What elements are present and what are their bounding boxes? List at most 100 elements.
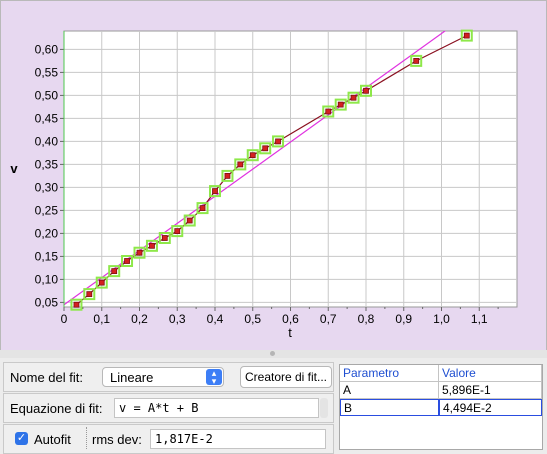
- tick-label-x: 0,9: [395, 312, 412, 326]
- table-cell-value[interactable]: 4,494E-2: [439, 399, 542, 416]
- data-point: [262, 145, 269, 152]
- data-point: [124, 258, 130, 264]
- tick-label-y: 0,05: [35, 295, 59, 309]
- data-point: [463, 32, 470, 39]
- error-box: [460, 29, 473, 42]
- data-point: [337, 101, 344, 108]
- data-point: [149, 242, 155, 249]
- error-box: [171, 225, 184, 238]
- error-box: [360, 84, 372, 97]
- error-box: [196, 202, 209, 215]
- error-box: [70, 298, 83, 311]
- error-box: [272, 135, 285, 148]
- error-box: [209, 185, 221, 198]
- table-cell-param[interactable]: A: [340, 382, 439, 399]
- tick-label-y: 0,40: [35, 134, 59, 148]
- data-point: [237, 161, 244, 168]
- data-points: [63, 29, 473, 311]
- data-point: [136, 249, 143, 256]
- error-box: [121, 255, 134, 267]
- tick-label-y: 0,25: [35, 203, 59, 217]
- tick-label-x: 0,5: [244, 312, 261, 326]
- data-point: [174, 228, 181, 235]
- data-point: [161, 235, 168, 241]
- error-box: [234, 158, 247, 171]
- separator: [86, 427, 87, 449]
- error-box: [83, 288, 96, 301]
- error-box: [246, 149, 259, 162]
- error-box: [334, 98, 347, 111]
- equation-scroll-handle[interactable]: [320, 398, 328, 418]
- error-box: [410, 54, 423, 67]
- tick-label-y: 0,10: [35, 272, 59, 286]
- data-point: [413, 58, 420, 64]
- data-point: [73, 301, 80, 308]
- tick-label-y: 0,50: [35, 88, 59, 102]
- fit-equation-label: Equazione di fit:: [10, 401, 103, 416]
- error-box: [108, 265, 121, 278]
- tick-label-x: 0,3: [169, 312, 186, 326]
- error-box: [347, 91, 360, 104]
- data-point: [350, 94, 357, 101]
- error-box: [133, 246, 146, 259]
- tick-label-x: 0,2: [131, 312, 148, 326]
- fit-name-select[interactable]: Lineare ▴ ▾: [102, 367, 224, 387]
- error-box: [259, 142, 272, 155]
- tick-label-x: 0,4: [207, 312, 224, 326]
- splitter-grip-icon: [270, 351, 275, 356]
- tick-label-x: 0,7: [320, 312, 337, 326]
- tick-label-x: 0,6: [282, 312, 299, 326]
- tick-label-x: 0,8: [358, 312, 375, 326]
- autofit-label: Autofit: [34, 432, 71, 447]
- data-point: [86, 291, 93, 298]
- rms-label: rms dev:: [92, 432, 142, 447]
- tick-label-x: 1,0: [433, 312, 450, 326]
- data-point: [249, 152, 256, 159]
- fit-rms-row: ✓ Autofit rms dev: 1,817E-2: [3, 424, 334, 454]
- fit-builder-button[interactable]: Creatore di fit...: [240, 366, 332, 388]
- error-box: [183, 214, 196, 227]
- data-point: [275, 138, 281, 145]
- table-header-param[interactable]: Parametro: [340, 365, 439, 382]
- tick-label-x: 0: [61, 312, 68, 326]
- tick-label-y: 0,30: [35, 180, 59, 194]
- error-box: [95, 276, 108, 289]
- updown-chevron-icon: ▴ ▾: [206, 369, 222, 386]
- params-table: Parametro Valore A 5,896E-1 B 4,494E-2: [339, 364, 543, 450]
- table-header-value[interactable]: Valore: [439, 365, 542, 382]
- chart[interactable]: 0 0,1 0,2 0,3 0,4 0,5 0,6 0,7 0,8 0,9 1,0 1,1 0,05 0,…: [1, 1, 546, 350]
- chart-panel: 0 0,1 0,2 0,3 0,4 0,5 0,6 0,7 0,8 0,9 1,0 1,1 0,05 0,…: [0, 0, 547, 351]
- fit-name-value: Lineare: [110, 370, 154, 385]
- tick-label-y: 0,45: [35, 111, 59, 125]
- data-point: [224, 172, 231, 179]
- data-point: [212, 188, 218, 194]
- tick-label-x: 0,1: [93, 312, 110, 326]
- splitter-handle[interactable]: [0, 350, 547, 358]
- fit-name-row: Nome del fit: Lineare ▴ ▾ Creatore di fit…: [3, 362, 334, 392]
- fit-name-label: Nome del fit:: [10, 370, 83, 385]
- table-cell-param[interactable]: B: [340, 399, 439, 416]
- autofit-checkbox[interactable]: ✓: [15, 432, 28, 445]
- x-axis-label: t: [288, 325, 292, 340]
- error-box: [145, 239, 158, 252]
- tick-label-y: 0,55: [35, 65, 59, 79]
- fit-equation-row: Equazione di fit: v = A*t + B: [3, 393, 334, 423]
- data-point: [111, 268, 118, 275]
- tick-label-y: 0,60: [35, 42, 59, 56]
- fit-equation-input[interactable]: v = A*t + B: [114, 398, 319, 418]
- data-point: [98, 279, 105, 286]
- tick-label-y: 0,15: [35, 249, 59, 263]
- tick-label-y: 0,20: [35, 226, 59, 240]
- error-box: [158, 232, 171, 244]
- tick-label-x: 1,1: [471, 312, 488, 326]
- data-point: [186, 217, 193, 224]
- table-cell-value[interactable]: 5,896E-1: [439, 382, 542, 399]
- data-point: [363, 87, 369, 94]
- rms-value-field: 1,817E-2: [150, 429, 326, 449]
- error-box: [221, 169, 234, 182]
- fit-panel: Nome del fit: Lineare ▴ ▾ Creatore di fit…: [0, 358, 547, 454]
- axis-ticks: 0 0,1 0,2 0,3 0,4 0,5 0,6 0,7 0,8 0,9 1,0 1,1 0,05 0,…: [35, 42, 499, 326]
- tick-label-y: 0,35: [35, 157, 59, 171]
- data-point: [325, 108, 332, 115]
- y-axis-label: v: [10, 161, 18, 176]
